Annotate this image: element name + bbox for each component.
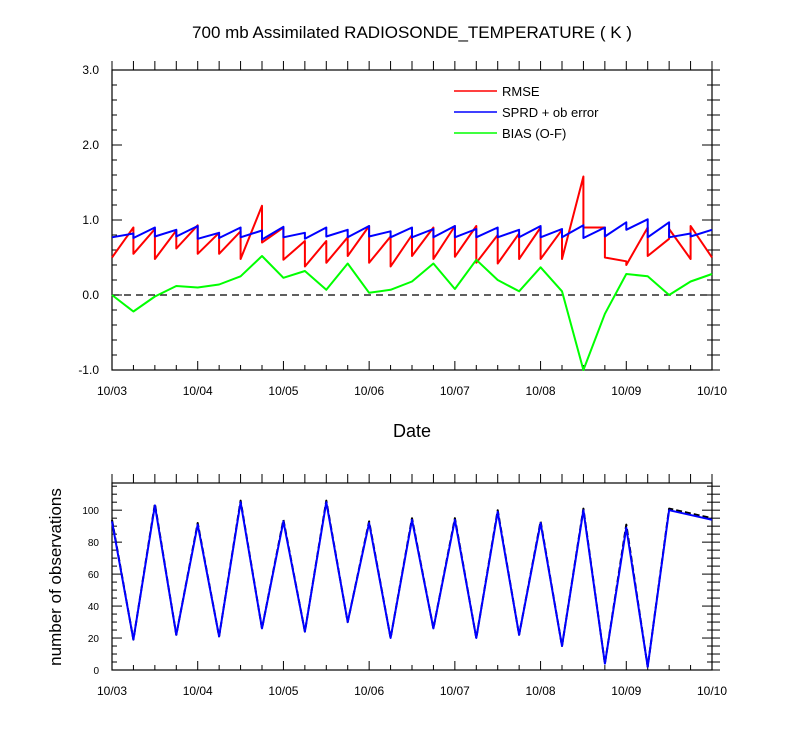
x-tick-label: 10/08 <box>526 384 556 398</box>
series-line-1 <box>111 501 713 668</box>
y-tick-label: -1.0 <box>78 363 99 377</box>
series-line-0 <box>111 175 713 268</box>
x-tick-label: 10/10 <box>697 684 727 698</box>
x-tick-label: 10/05 <box>268 384 298 398</box>
chart-title: 700 mb Assimilated RADIOSONDE_TEMPERATUR… <box>192 23 632 42</box>
y-tick-label: 80 <box>88 538 100 549</box>
x-tick-label: 10/06 <box>354 384 384 398</box>
legend-label: RMSE <box>502 84 540 99</box>
x-tick-label: 10/06 <box>354 684 384 698</box>
legend: RMSE SPRD + ob error BIAS (O-F) <box>454 84 599 141</box>
legend-label: BIAS (O-F) <box>502 126 566 141</box>
plot-frame <box>111 482 713 671</box>
y-tick-label: 100 <box>82 506 99 517</box>
y-tick-label: 60 <box>88 570 100 581</box>
x-tick-label: 10/04 <box>183 384 213 398</box>
x-tick-label: 10/07 <box>440 684 470 698</box>
x-tick-label: 10/05 <box>268 684 298 698</box>
x-tick-label: 10/08 <box>526 684 556 698</box>
x-tick-label: 10/03 <box>97 384 127 398</box>
y-tick-label: 0 <box>93 666 99 677</box>
plot-frame <box>111 69 713 371</box>
y-tick-label: 2.0 <box>82 138 99 152</box>
y-tick-label: 1.0 <box>82 213 99 227</box>
top-plot-area: 10/03 10/04 10/05 10/06 10/07 10/08 10/09 10/10… <box>78 61 727 398</box>
y-tick-label: 20 <box>88 634 100 645</box>
x-tick-label: 10/07 <box>440 384 470 398</box>
x-tick-label: 10/04 <box>183 684 213 698</box>
y-axis-label: number of observations <box>46 488 65 666</box>
series-line-1 <box>111 218 713 241</box>
series-line-2 <box>111 255 713 371</box>
x-tick-label: 10/09 <box>611 684 641 698</box>
bottom-plot-area: 10/03 10/04 10/05 10/06 10/07 10/08 10/09 10/10… <box>82 474 727 698</box>
x-tick-label: 10/10 <box>697 384 727 398</box>
x-tick-label: 10/09 <box>611 384 641 398</box>
y-tick-label: 3.0 <box>82 63 99 77</box>
series-line-0 <box>111 499 713 668</box>
x-axis-label: Date <box>393 421 431 441</box>
x-tick-label: 10/03 <box>97 684 127 698</box>
y-tick-label: 0.0 <box>82 288 99 302</box>
y-tick-label: 40 <box>88 602 100 613</box>
legend-label: SPRD + ob error <box>502 105 599 120</box>
